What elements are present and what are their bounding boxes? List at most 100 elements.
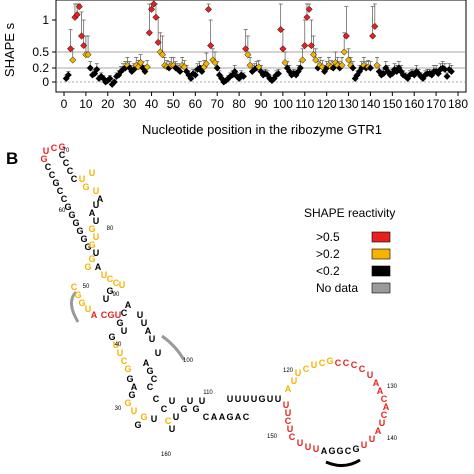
nucleotide: U	[137, 310, 144, 320]
x-tick-label: 150	[382, 97, 402, 111]
nucleotide: U	[379, 418, 386, 428]
nucleotide: G	[124, 398, 131, 408]
nucleotide: A	[285, 384, 292, 394]
x-tick-label: 0	[61, 97, 68, 111]
data-point	[73, 11, 81, 19]
nucleotide: G	[134, 420, 141, 430]
data-point	[371, 22, 379, 30]
x-tick-label: 140	[360, 97, 380, 111]
x-tick-label: 30	[123, 97, 137, 111]
nucleotide: G	[108, 332, 115, 342]
nucleotide: U	[285, 408, 292, 418]
x-axis-ticks: 0 10 20 30 40 50 60 70 80 90 100 110 120 130 140 150 160…	[61, 92, 468, 111]
nucleotide: U	[103, 294, 110, 304]
data-point	[242, 45, 250, 53]
nucleotide: G	[124, 364, 131, 374]
nucleotide: G	[180, 404, 187, 414]
data-point	[447, 67, 455, 76]
nucleotide: C	[165, 416, 172, 426]
nucleotide: C	[381, 394, 388, 404]
position-number: 130	[387, 384, 398, 390]
nucleotide: A	[143, 358, 150, 368]
nucleotide: U	[283, 400, 290, 410]
nucleotide: A	[373, 378, 380, 388]
x-tick-label: 80	[232, 97, 246, 111]
data-point	[145, 29, 153, 37]
nucleotide: U	[117, 348, 124, 358]
nucleotide: C	[49, 170, 56, 180]
nucleotide: U	[79, 174, 86, 184]
y-tick-label: 1	[42, 13, 49, 27]
data-point	[141, 67, 149, 76]
nucleotide: U	[93, 186, 100, 196]
nucleotide: U	[149, 334, 156, 344]
nucleotide: A	[97, 194, 104, 204]
nucleotide: U	[227, 394, 234, 404]
nucleotide: U	[295, 368, 302, 378]
nucleotide: C	[151, 374, 158, 384]
data-point	[369, 32, 377, 40]
nucleotide: A	[145, 326, 152, 336]
position-number: 150	[267, 434, 278, 440]
nucleotide: C	[51, 143, 58, 153]
nucleotide: A	[131, 382, 138, 392]
data-point	[301, 42, 309, 50]
nucleotide: C	[153, 394, 160, 404]
y-tick-label: 0.2	[32, 61, 49, 75]
nucleotide: G	[258, 394, 265, 404]
nucleotide: U	[305, 442, 312, 452]
x-tick-label: 110	[295, 97, 314, 111]
data-point	[93, 65, 101, 73]
data-point	[202, 60, 210, 68]
data-point	[244, 51, 252, 59]
structure-arc-grey-2	[161, 334, 186, 361]
nucleotide: C	[121, 308, 128, 318]
nucleotide: C	[335, 358, 342, 368]
data-point	[338, 61, 346, 69]
nucleotide: A	[321, 446, 328, 456]
nucleotide: A	[91, 310, 98, 320]
data-point	[299, 56, 307, 64]
x-tick-label: 20	[101, 97, 115, 111]
nucleotide: G	[326, 356, 333, 366]
nucleotide: C	[285, 416, 292, 426]
position-number: 30	[115, 406, 122, 412]
nucleotide: U	[121, 326, 128, 336]
nucleotide: G	[116, 318, 123, 328]
data-point	[75, 3, 83, 11]
data-point	[345, 56, 353, 64]
position-number: 160	[161, 452, 172, 458]
data-point	[255, 63, 263, 71]
nucleotide: G	[88, 224, 95, 234]
x-tick-label: 130	[339, 97, 359, 111]
nucleotide: A	[377, 386, 384, 396]
nucleotide: A	[125, 300, 132, 310]
legend-entry-label: >0.2	[316, 247, 340, 261]
position-number: 100	[183, 358, 194, 364]
data-points	[62, 0, 455, 88]
data-point	[64, 71, 72, 79]
data-point	[231, 67, 239, 76]
x-tick-label: 170	[426, 97, 446, 111]
x-tick-label: 180	[448, 97, 468, 111]
data-point	[443, 72, 451, 80]
nucleotide: U	[187, 396, 194, 406]
nucleotide: U	[311, 360, 318, 370]
nucleotide: C	[289, 432, 296, 442]
data-point	[143, 63, 151, 71]
nucleotide: U	[287, 424, 294, 434]
x-tick-label: 160	[404, 97, 424, 111]
nucleotide: G	[72, 218, 79, 228]
nucleotide: G	[192, 404, 199, 414]
nucleotide: A	[89, 208, 96, 218]
data-point	[152, 13, 160, 21]
legend-entry-label: No data	[316, 281, 358, 295]
nucleotide: C	[303, 364, 310, 374]
data-point	[239, 72, 248, 80]
shape-reactivity-plot: 00.20.511.5 0102030405060708090100110120…	[2, 0, 468, 137]
x-tick-label: 60	[189, 97, 203, 111]
legend-entry-label: >0.5	[316, 230, 340, 244]
nucleotide: A	[375, 426, 382, 436]
